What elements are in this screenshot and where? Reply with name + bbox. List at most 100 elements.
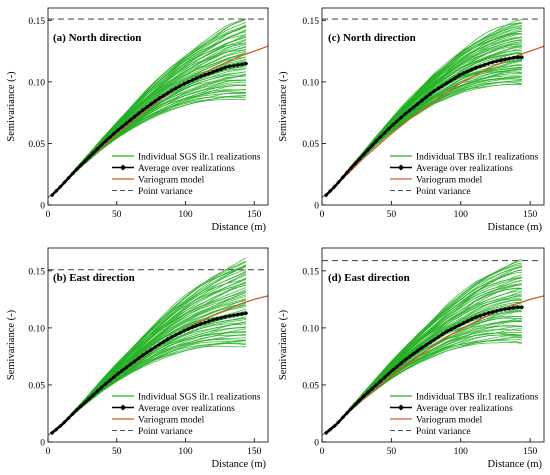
x-axis-label: Distance (m) xyxy=(487,222,542,233)
y-tick-label: 0.05 xyxy=(28,140,45,150)
realization-line xyxy=(325,306,522,434)
average-marker xyxy=(186,326,191,332)
average-marker xyxy=(157,96,162,101)
average-marker xyxy=(440,83,445,88)
average-marker xyxy=(111,374,117,380)
legend-diamond-icon xyxy=(120,404,126,411)
x-axis-label: Distance (m) xyxy=(487,459,542,470)
average-marker xyxy=(448,327,454,332)
average-marker xyxy=(173,332,179,338)
average-marker xyxy=(132,359,137,364)
average-marker xyxy=(148,101,154,107)
y-tick-label: 0 xyxy=(40,439,45,449)
realization-line xyxy=(51,257,247,434)
average-marker xyxy=(169,88,174,93)
average-marker xyxy=(202,72,207,78)
average-marker xyxy=(453,324,458,330)
average-marker xyxy=(444,329,450,334)
average-marker xyxy=(432,88,437,94)
legend-average-label: Average over realizations xyxy=(138,164,235,174)
average-marker xyxy=(227,64,232,69)
average-marker xyxy=(457,73,462,78)
average-marker xyxy=(515,305,520,310)
average-marker xyxy=(49,192,55,198)
average-marker xyxy=(190,325,195,330)
y-tick-label: 0.15 xyxy=(28,267,45,277)
average-marker xyxy=(403,357,408,363)
average-marker xyxy=(469,316,475,322)
legend-point-variance-label: Point variance xyxy=(138,187,193,197)
y-tick-label: 0.10 xyxy=(302,324,319,334)
average-marker xyxy=(407,108,412,113)
average-marker xyxy=(398,115,404,120)
legend-point-variance-label: Point variance xyxy=(416,187,471,197)
realization-line xyxy=(325,258,522,434)
average-marker xyxy=(87,396,92,401)
average-marker xyxy=(465,69,470,74)
average-marker xyxy=(486,310,491,316)
average-marker xyxy=(494,58,500,64)
average-marker xyxy=(153,98,158,104)
y-tick-label: 0.15 xyxy=(302,267,319,277)
average-marker xyxy=(344,410,350,416)
average-marker xyxy=(214,316,220,322)
average-marker xyxy=(144,104,150,110)
average-marker xyxy=(453,75,458,81)
legend-average-label: Average over realizations xyxy=(138,404,235,414)
average-marker xyxy=(194,75,199,81)
legend: Individual SGS ilr.1 realizations Average… xyxy=(112,152,261,197)
y-axis-label: Semivariance (-) xyxy=(278,71,289,142)
x-tick-label: 50 xyxy=(112,447,122,457)
x-tick-label: 100 xyxy=(454,447,469,457)
panel-title: (d) East direction xyxy=(328,272,410,284)
average-marker xyxy=(411,351,416,356)
legend-diamond-icon xyxy=(398,164,404,171)
average-marker xyxy=(190,77,195,83)
y-tick-label: 0 xyxy=(314,202,319,212)
plot-frame xyxy=(321,247,545,443)
average-marker xyxy=(357,398,362,403)
average-marker xyxy=(369,386,375,392)
average-marker xyxy=(357,156,362,162)
average-marker xyxy=(432,337,437,342)
average-marker xyxy=(407,354,412,359)
panel-1: 0 50 100 150 0 0.05 0.10 0.15 Distance (m) Semiva… xyxy=(6,7,269,233)
average-marker xyxy=(103,381,108,386)
legend-model-label: Variogram model xyxy=(138,175,205,185)
average-marker xyxy=(332,423,337,429)
average-marker xyxy=(323,430,329,436)
average-marker xyxy=(490,60,495,65)
average-marker xyxy=(411,105,416,110)
legend-diamond-icon xyxy=(398,404,404,411)
panel-title: (a) North direction xyxy=(53,32,141,44)
average-marker xyxy=(74,166,80,172)
average-marker xyxy=(419,345,425,350)
average-marker xyxy=(186,79,191,85)
legend-point-variance-label: Point variance xyxy=(138,427,193,437)
average-marker xyxy=(386,371,391,376)
average-marker xyxy=(95,146,100,152)
average-marker xyxy=(394,119,400,124)
average-marker xyxy=(486,61,491,66)
average-marker xyxy=(124,365,129,370)
average-marker xyxy=(373,382,379,388)
average-marker xyxy=(386,126,391,132)
legend-model-label: Variogram model xyxy=(138,415,205,425)
average-marker xyxy=(144,350,150,355)
average-marker xyxy=(181,81,187,87)
average-marker xyxy=(128,362,133,367)
average-marker xyxy=(148,347,154,352)
realization-line xyxy=(51,306,247,434)
legend-model-label: Variogram model xyxy=(416,175,483,185)
average-marker xyxy=(103,138,108,144)
average-marker xyxy=(120,124,125,129)
realization-line xyxy=(325,53,522,196)
average-marker xyxy=(157,342,162,347)
average-marker xyxy=(398,361,404,366)
plot-frame xyxy=(321,7,545,206)
average-marker xyxy=(403,111,408,117)
average-marker xyxy=(323,192,329,198)
average-marker xyxy=(66,415,71,421)
average-marker xyxy=(82,400,88,405)
